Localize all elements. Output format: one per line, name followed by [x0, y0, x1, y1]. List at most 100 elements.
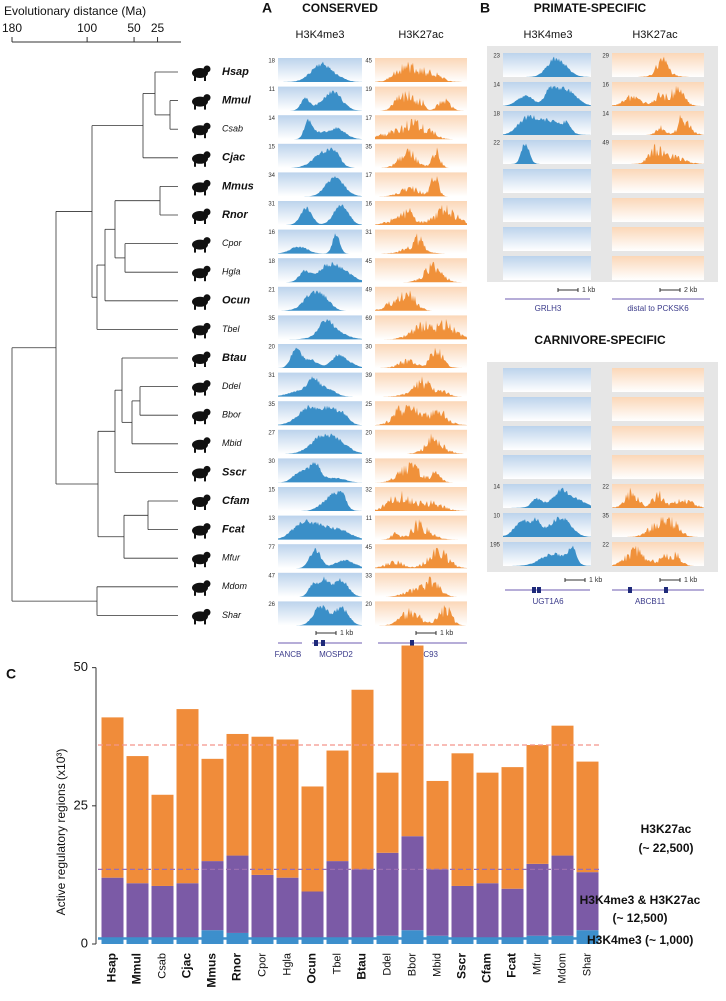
- legend-label: H3K4me3: [587, 933, 642, 947]
- bar-segment: [201, 861, 224, 931]
- track-scale: 27: [268, 430, 275, 436]
- track-scale: 35: [602, 514, 609, 520]
- track-background: [612, 169, 704, 193]
- track-scale: 25: [365, 402, 372, 408]
- species-icon: [192, 94, 211, 110]
- track-background: [375, 143, 467, 168]
- track-background: [612, 227, 704, 251]
- signal-track: [375, 404, 467, 426]
- track-scale: 30: [268, 459, 275, 465]
- track-scale: 69: [365, 316, 372, 322]
- signal-track: [612, 114, 704, 135]
- gene-label: distal to PCKSK6: [627, 304, 689, 313]
- track-background: [612, 198, 704, 222]
- track-scale: 18: [268, 259, 275, 265]
- track-background: [612, 397, 704, 421]
- gene-label: FANCB: [275, 650, 302, 659]
- gene-label: ABCB11: [635, 597, 666, 606]
- bar-segment: [526, 863, 549, 936]
- bar-segment: [201, 930, 224, 944]
- species-icon: [192, 437, 211, 453]
- signal-track: [375, 490, 467, 511]
- gene-label: UGT1A6: [532, 597, 564, 606]
- x-tick-label: Rnor: [230, 953, 244, 981]
- column-label: H3K4me3: [296, 29, 345, 41]
- species-label: Csab: [222, 124, 243, 134]
- bar-segment: [251, 736, 274, 875]
- x-tick-label: Hsap: [105, 953, 119, 982]
- signal-track: [375, 61, 467, 82]
- track-scale: 18: [268, 59, 275, 65]
- signal-track: [375, 462, 467, 483]
- scale-label: 1 kb: [582, 287, 595, 294]
- species-icon: [192, 265, 211, 282]
- signal-track: [375, 204, 467, 225]
- species-icon: [192, 65, 211, 81]
- legend-label: H3K4me3 & H3K27ac: [580, 893, 701, 907]
- panel-title: CARNIVORE-SPECIFIC: [534, 333, 666, 347]
- track-scale: 22: [602, 485, 609, 491]
- track-scale: 14: [602, 112, 609, 118]
- signal-track: [612, 487, 704, 508]
- signal-track: [375, 233, 467, 254]
- bar-segment: [201, 758, 224, 862]
- scale-label: 1 kb: [589, 577, 602, 584]
- track-background: [612, 256, 704, 280]
- bar-segment: [401, 930, 424, 944]
- track-scale: 34: [268, 173, 275, 179]
- species-icon: [192, 151, 211, 167]
- signal-track: [375, 433, 467, 454]
- track-scale: 22: [602, 543, 609, 549]
- species-icon: [192, 608, 211, 625]
- species-icon: [192, 580, 211, 596]
- bar-segment: [326, 750, 349, 862]
- bar-segment: [401, 836, 424, 931]
- bar-segment: [251, 938, 274, 944]
- x-tick-label: Mmul: [130, 953, 144, 984]
- bar-segment: [426, 869, 449, 936]
- signal-track: [278, 490, 362, 511]
- track-scale: 16: [268, 230, 275, 236]
- track-scale: 49: [602, 141, 609, 147]
- signal-track: [375, 319, 467, 340]
- track-background: [375, 258, 467, 283]
- panel-letter: C: [6, 666, 16, 682]
- species-label: Fcat: [222, 524, 246, 536]
- track-scale: 31: [365, 230, 372, 236]
- track-background: [503, 455, 591, 479]
- track-scale: 45: [365, 59, 372, 65]
- track-background: [612, 368, 704, 392]
- x-tick-label: Btau: [355, 953, 369, 980]
- track-scale: 14: [493, 485, 500, 491]
- panel-letter: A: [262, 0, 272, 16]
- track-scale: 15: [268, 488, 275, 494]
- track-scale: 17: [365, 173, 372, 179]
- species-icon: [192, 408, 211, 425]
- legend-note: (~ 22,500): [638, 841, 693, 855]
- x-tick-label: Cjac: [180, 953, 194, 979]
- gene-label: MOSPD2: [319, 650, 353, 659]
- track-scale: 10: [493, 514, 500, 520]
- x-tick-label: Hgla: [281, 952, 293, 976]
- x-tick-label: Mbid: [431, 953, 443, 977]
- exon: [537, 587, 541, 593]
- signal-track: [278, 61, 362, 82]
- track-scale: 13: [268, 516, 275, 522]
- bar-segment: [376, 852, 399, 936]
- signal-track: [503, 114, 591, 135]
- exon: [410, 640, 414, 646]
- species-label: Hgla: [222, 267, 241, 277]
- track-background: [503, 227, 591, 251]
- gene-label: GRLH3: [535, 304, 562, 313]
- panel-title: CONSERVED: [302, 1, 378, 15]
- track-scale: 15: [268, 144, 275, 150]
- bar-segment: [226, 855, 249, 933]
- track-scale: 47: [268, 573, 275, 579]
- signal-track: [503, 545, 591, 566]
- species-label: Mfur: [222, 553, 241, 563]
- species-label: Rnor: [222, 209, 248, 221]
- signal-track: [278, 118, 362, 140]
- species-label: Sscr: [222, 466, 247, 478]
- bar-segment: [501, 938, 524, 944]
